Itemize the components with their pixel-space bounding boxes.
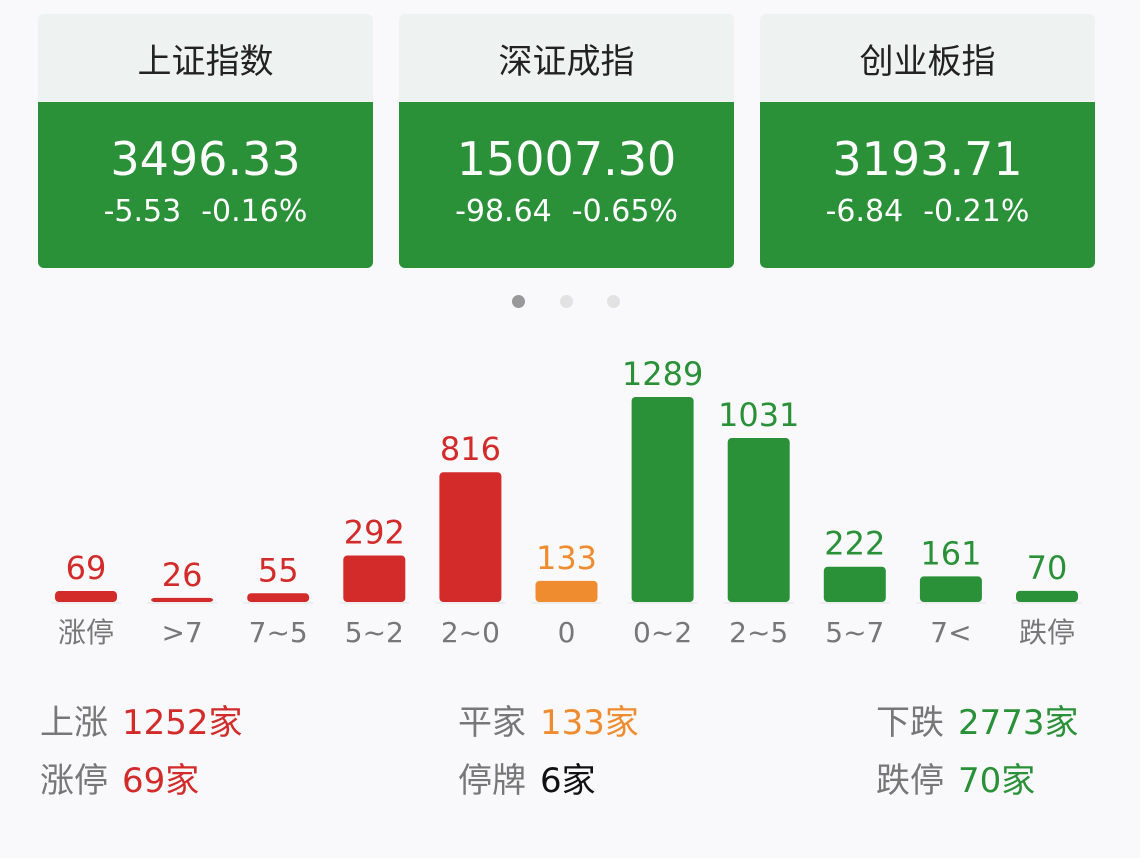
- category-label: 5~7: [825, 616, 884, 649]
- index-name: 深证成指: [399, 14, 734, 102]
- bar-1: [151, 597, 214, 602]
- summary-value: 69家: [122, 761, 200, 801]
- summary-down: 下跌 2773家: [876, 695, 1079, 744]
- summary-label: 涨停: [40, 761, 108, 801]
- index-value: 3193.71: [832, 132, 1023, 186]
- index-name: 上证指数: [38, 14, 373, 102]
- summary-value: 70家: [958, 761, 1036, 801]
- summary-label: 平家: [458, 703, 526, 743]
- index-value: 15007.30: [456, 132, 677, 186]
- bar-value-label: 55: [258, 551, 299, 589]
- bar-2: [247, 593, 310, 602]
- summary-limit-down: 跌停 70家: [876, 753, 1035, 802]
- bar-value-label: 69: [66, 549, 107, 587]
- category-label: 跌停: [1019, 616, 1075, 649]
- bar-5: [535, 580, 598, 602]
- category-label: 2~0: [441, 616, 500, 649]
- distribution-bar-chart: 69 涨停 26 >7 55 7~5 292 5~2 816 2~0 133 0 1289 0~2 1031…: [51, 355, 1082, 649]
- index-card-shanghai[interactable]: 上证指数 3496.33 -5.53 -0.16%: [38, 14, 373, 268]
- category-label: 0: [558, 616, 576, 649]
- bar-value-label: 70: [1027, 549, 1068, 587]
- category-label: 5~2: [345, 616, 404, 649]
- bar-6: [631, 397, 694, 602]
- bar-value-label: 816: [440, 430, 501, 468]
- summary-suspended: 停牌 6家: [458, 753, 596, 802]
- summary-label: 跌停: [876, 761, 944, 801]
- bar-value-label: 1289: [622, 355, 703, 393]
- index-percent: -0.21%: [923, 194, 1030, 229]
- index-name: 创业板指: [760, 14, 1095, 102]
- summary-limit-up: 涨停 69家: [40, 753, 199, 802]
- category-label: 2~5: [729, 616, 788, 649]
- summary-label: 下跌: [876, 703, 944, 743]
- index-change: -5.53: [103, 194, 182, 229]
- category-label: >7: [161, 616, 202, 649]
- bar-value-label: 222: [824, 525, 885, 563]
- pager-dot-3[interactable]: [607, 295, 620, 308]
- category-label: 7~5: [249, 616, 308, 649]
- pager-dot-1[interactable]: [512, 295, 525, 308]
- index-percent: -0.16%: [201, 194, 308, 229]
- index-card-chinext[interactable]: 创业板指 3193.71 -6.84 -0.21%: [760, 14, 1095, 268]
- bar-7: [727, 438, 790, 602]
- bar-0: [55, 591, 117, 602]
- bar-9: [919, 576, 982, 602]
- index-change: -98.64: [455, 194, 552, 229]
- index-card-shenzhen[interactable]: 深证成指 15007.30 -98.64 -0.65%: [399, 14, 734, 268]
- index-value: 3496.33: [110, 132, 301, 186]
- index-change: -6.84: [825, 194, 904, 229]
- summary-value: 2773家: [958, 703, 1079, 743]
- summary-label: 停牌: [458, 761, 526, 801]
- bar-4: [439, 472, 502, 602]
- bar-10: [1016, 590, 1078, 602]
- bar-value-label: 133: [536, 539, 597, 577]
- summary-up: 上涨 1252家: [40, 695, 243, 744]
- bar-8: [823, 566, 886, 602]
- summary-flat: 平家 133家: [458, 695, 639, 744]
- index-percent: -0.65%: [571, 194, 678, 229]
- category-label: 7<: [930, 616, 971, 649]
- bar-value-label: 1031: [718, 396, 799, 434]
- category-label: 涨停: [58, 616, 114, 649]
- pager-dot-2[interactable]: [560, 295, 573, 308]
- bar-value-label: 161: [920, 534, 981, 572]
- bar-value-label: 292: [344, 514, 405, 552]
- summary-value: 6家: [540, 761, 596, 801]
- bar-3: [343, 555, 406, 602]
- summary-value: 1252家: [122, 703, 243, 743]
- bar-value-label: 26: [162, 556, 203, 594]
- category-label: 0~2: [633, 616, 692, 649]
- summary-value: 133家: [540, 703, 639, 743]
- summary-label: 上涨: [40, 703, 108, 743]
